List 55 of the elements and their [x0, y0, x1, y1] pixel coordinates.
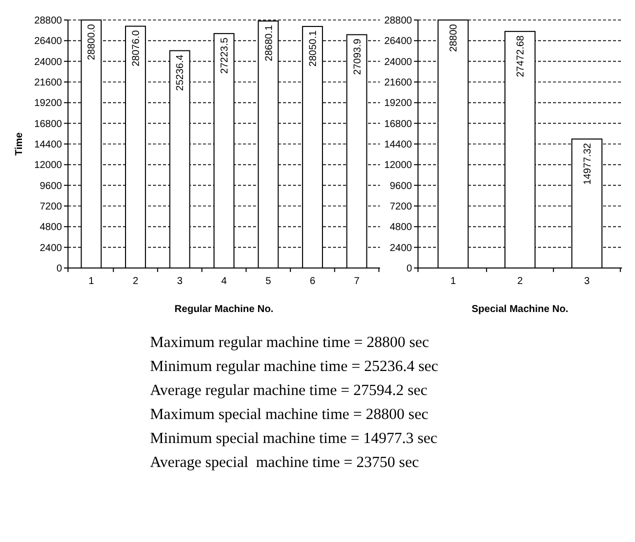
y-tick-label: 2400 — [40, 242, 62, 254]
y-tick-label: 4800 — [40, 222, 62, 234]
data-label: 28800.0 — [86, 24, 98, 60]
y-tick-label: 14400 — [34, 140, 62, 150]
data-label: 27472.68 — [516, 35, 526, 78]
y-tick-label: 21600 — [384, 78, 412, 88]
x-tick-label: 3 — [584, 276, 590, 287]
y-tick-label: 19200 — [384, 98, 412, 110]
x-tick-label: 2 — [517, 276, 524, 287]
text: Average special machine time = 23750 sec — [150, 454, 419, 471]
text: Minimum regular machine time = 25236.4 sec — [150, 358, 438, 375]
y-tick-label: 16800 — [34, 118, 62, 130]
data-label: 28076.0 — [130, 30, 142, 66]
x-tick-label: 2 — [132, 276, 139, 287]
text: Maximum regular machine time = 28800 sec — [150, 334, 430, 351]
y-tick-label: 12000 — [34, 160, 62, 172]
y-tick-label: 21600 — [34, 78, 62, 88]
data-label: 28050.1 — [308, 30, 320, 67]
x-tick-label: 4 — [221, 276, 228, 287]
x-tick-label: 7 — [354, 276, 360, 287]
y-tick-label: 0 — [56, 264, 62, 274]
y-tick-label: 4800 — [390, 222, 412, 234]
y-tick-label: 24000 — [34, 56, 62, 68]
y-tick-label: 26400 — [384, 36, 412, 48]
x-tick-label: 5 — [265, 276, 272, 287]
y-tick-label: 14400 — [384, 140, 412, 150]
y-tick-label: 0 — [406, 264, 412, 274]
x-axis-title: Regular Machine No. — [174, 304, 274, 315]
y-tick-label: 24000 — [384, 56, 412, 68]
data-label: 27223.5 — [220, 37, 230, 74]
data-label: 28800 — [448, 24, 460, 52]
x-axis-title: Special Machine No. — [472, 304, 569, 315]
x-tick-label: 1 — [88, 276, 94, 287]
x-tick-label: 6 — [310, 276, 316, 287]
text: Maximum special machine time = 28800 sec — [150, 406, 428, 423]
y-axis-title: Time — [14, 132, 25, 156]
y-tick-label: 2400 — [390, 242, 412, 254]
y-tick-label: 9600 — [390, 180, 412, 192]
y-tick-label: 28800 — [34, 16, 62, 26]
data-label: 25236.4 — [175, 54, 186, 91]
y-tick-label: 9600 — [40, 180, 62, 192]
data-label: 28680.1 — [264, 24, 275, 62]
data-label: 27093.9 — [352, 38, 364, 75]
y-tick-label: 7200 — [390, 202, 412, 212]
y-tick-label: 26400 — [34, 36, 62, 48]
data-label: 14977.32 — [582, 142, 594, 185]
y-tick-label: 7200 — [40, 202, 62, 212]
x-tick-label: 1 — [450, 276, 456, 287]
y-tick-label: 28800 — [384, 16, 412, 26]
x-tick-label: 3 — [176, 276, 183, 287]
y-tick-label: 19200 — [34, 98, 62, 110]
text: Average regular machine time = 27594.2 sec — [150, 382, 428, 399]
y-tick-label: 12000 — [384, 160, 412, 172]
y-tick-label: 16800 — [384, 118, 412, 130]
text: Minimum special machine time = 14977.3 sec — [150, 430, 438, 447]
